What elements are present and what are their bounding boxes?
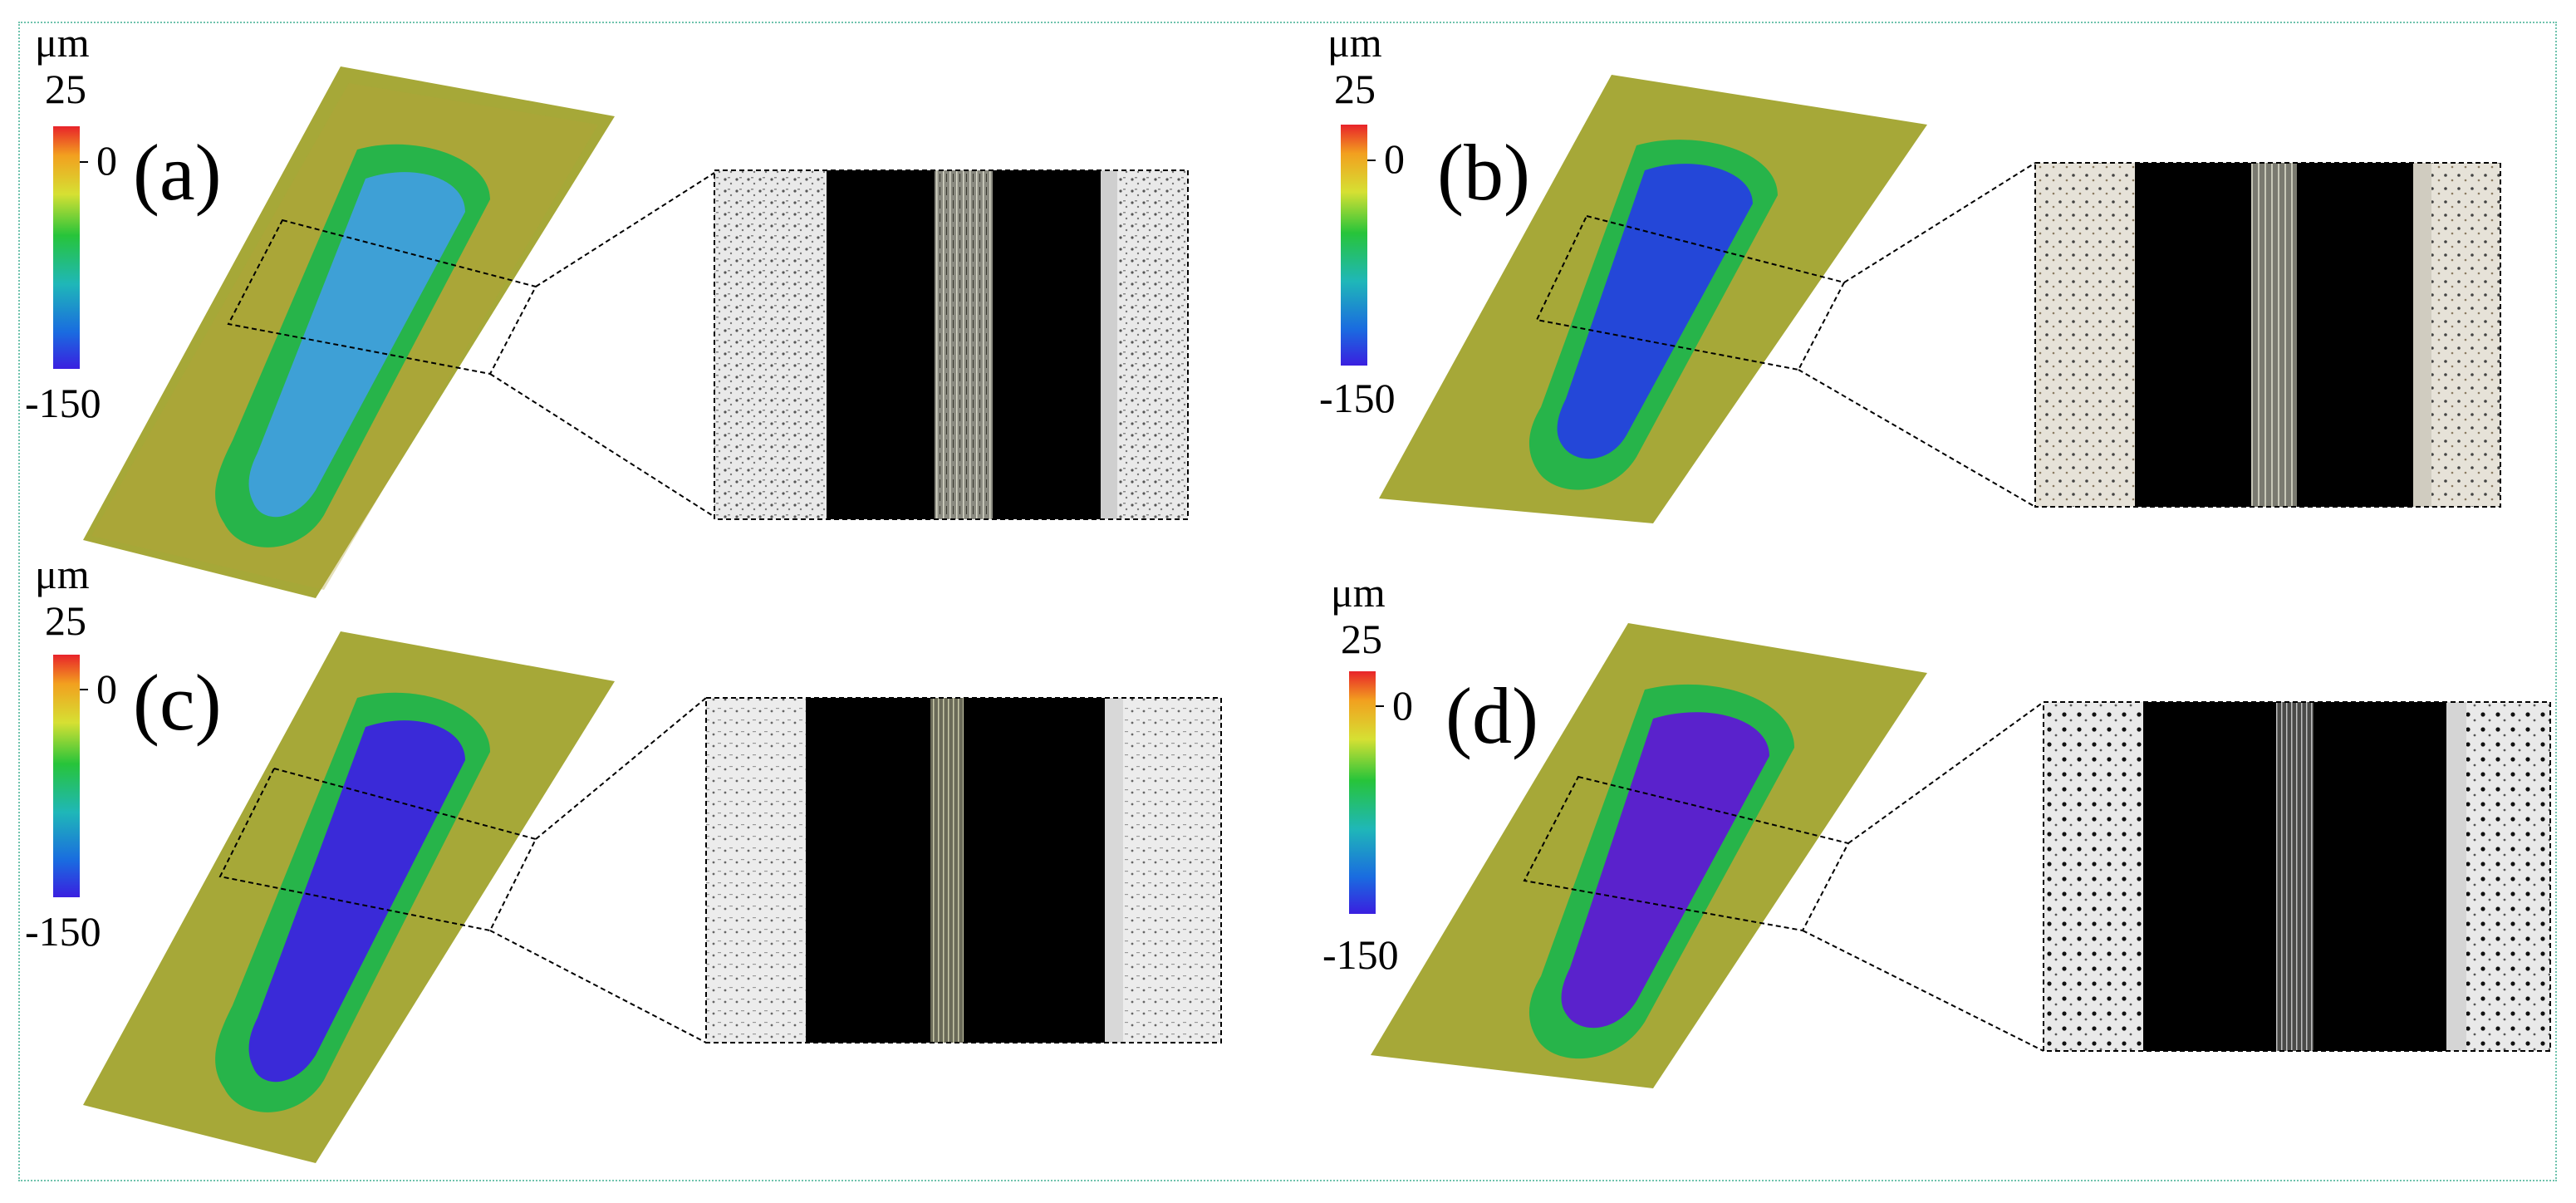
surface-3d-a: [83, 66, 615, 598]
trench-c: [248, 720, 465, 1083]
colorbar-unit: μm: [35, 19, 90, 66]
colorbar-max-label: 25: [45, 66, 86, 112]
colorbar-unit: μm: [35, 551, 90, 597]
micrograph-d: [2043, 701, 2551, 1052]
micrograph-a: [714, 169, 1189, 520]
colorbar-zero-label: 0: [1384, 135, 1405, 182]
selection-box-c: [218, 697, 707, 1043]
panel-a: μm 25 0 -150 (a): [25, 19, 1304, 598]
surface-3d-c: [83, 631, 615, 1163]
colorbar-unit: μm: [1327, 19, 1382, 66]
selection-box-d: [1523, 701, 2044, 1052]
panel-c-graphics: [53, 631, 1222, 1163]
surface-3d-d: [1371, 623, 1927, 1088]
panel-a-graphics: [53, 66, 1189, 598]
colorbar: [53, 655, 80, 897]
micrograph-c: [705, 697, 1222, 1043]
colorbar-zero-label: 0: [1392, 682, 1413, 729]
colorbar-max-label: 25: [1341, 616, 1382, 662]
panel-b-graphics: [1341, 75, 2501, 523]
colorbar-unit: μm: [1331, 569, 1386, 616]
surface-3d-b: [1379, 75, 1927, 523]
selection-box-a: [227, 172, 715, 518]
colorbar: [1341, 125, 1367, 366]
panel-label-c: (c): [133, 658, 222, 747]
trench-b: [1557, 164, 1753, 459]
panel-label-b: (b): [1437, 128, 1530, 217]
colorbar-min-label: -150: [1322, 931, 1399, 978]
colorbar-max-label: 25: [1334, 66, 1376, 112]
trench-a: [248, 172, 465, 518]
colorbar: [1349, 671, 1376, 914]
panel-b: μm 25 0 -150 (b): [1313, 19, 2576, 590]
colorbar-zero-label: 0: [96, 665, 117, 712]
colorbar-zero-label: 0: [96, 137, 117, 184]
colorbar-min-label: -150: [25, 380, 101, 426]
colorbar-min-label: -150: [25, 908, 101, 955]
panel-c: μm 25 0 -150 (c): [25, 553, 1304, 1163]
colorbar-max-label: 25: [45, 597, 86, 644]
micrograph-b: [2034, 162, 2501, 508]
panel-label-a: (a): [133, 128, 222, 217]
colorbar-min-label: -150: [1319, 375, 1396, 421]
panel-label-d: (d): [1445, 671, 1538, 760]
panel-d: μm 25 0 -150 (d): [1313, 572, 2576, 1155]
trench-d: [1561, 712, 1769, 1029]
selection-box-b: [1535, 162, 2036, 508]
panel-d-graphics: [1349, 623, 2551, 1088]
figure-frame: [18, 22, 2557, 1181]
colorbar: [53, 126, 80, 369]
